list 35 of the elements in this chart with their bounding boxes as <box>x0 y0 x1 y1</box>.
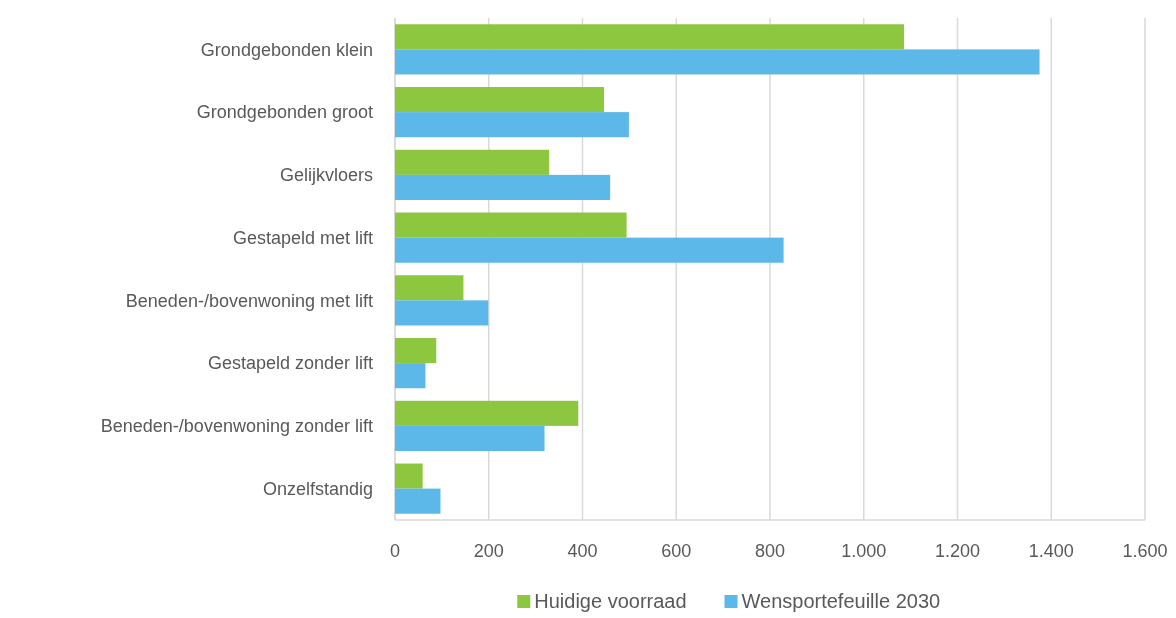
y-tick-label: Onzelfstandig <box>262 478 373 499</box>
y-tick-label: Gelijkvloers <box>279 165 373 186</box>
bar <box>395 463 423 489</box>
x-tick-label: 600 <box>661 541 692 561</box>
x-tick-label: 1.000 <box>841 541 887 561</box>
x-tick-label: 800 <box>754 541 786 561</box>
y-tick-label: Beneden-/bovenwoning zonder lift <box>100 416 373 437</box>
bar <box>395 87 605 113</box>
y-tick-label: Grondgebonden klein <box>200 39 373 60</box>
y-tick-label: Beneden-/bovenwoning met lift <box>125 290 373 311</box>
y-tick-label: Gestapeld met lift <box>232 227 373 248</box>
bar <box>395 338 437 364</box>
bar <box>395 112 629 138</box>
bar <box>395 49 1040 75</box>
x-tick-label: 200 <box>473 541 504 561</box>
bar <box>395 300 489 326</box>
legend-label: Huidige voorraad <box>534 590 687 612</box>
x-tick-label: 1.400 <box>1028 541 1074 561</box>
x-tick-label: 1.600 <box>1122 541 1168 561</box>
y-tick-label: Grondgebonden groot <box>196 102 373 123</box>
x-tick-label: 0 <box>389 541 401 561</box>
bar <box>395 149 550 175</box>
bar <box>395 363 426 389</box>
x-tick-label: 400 <box>567 541 598 561</box>
bar <box>395 237 784 263</box>
bar <box>395 174 611 200</box>
bar <box>395 275 464 301</box>
x-tick-label: 1.200 <box>934 541 981 561</box>
bar <box>395 488 441 514</box>
y-tick-label: Gestapeld zonder lift <box>207 353 373 374</box>
bar <box>395 425 545 451</box>
bar <box>395 212 627 238</box>
legend-label: Wensportefeuille 2030 <box>741 590 941 612</box>
bar <box>395 24 905 50</box>
bar <box>395 400 579 426</box>
